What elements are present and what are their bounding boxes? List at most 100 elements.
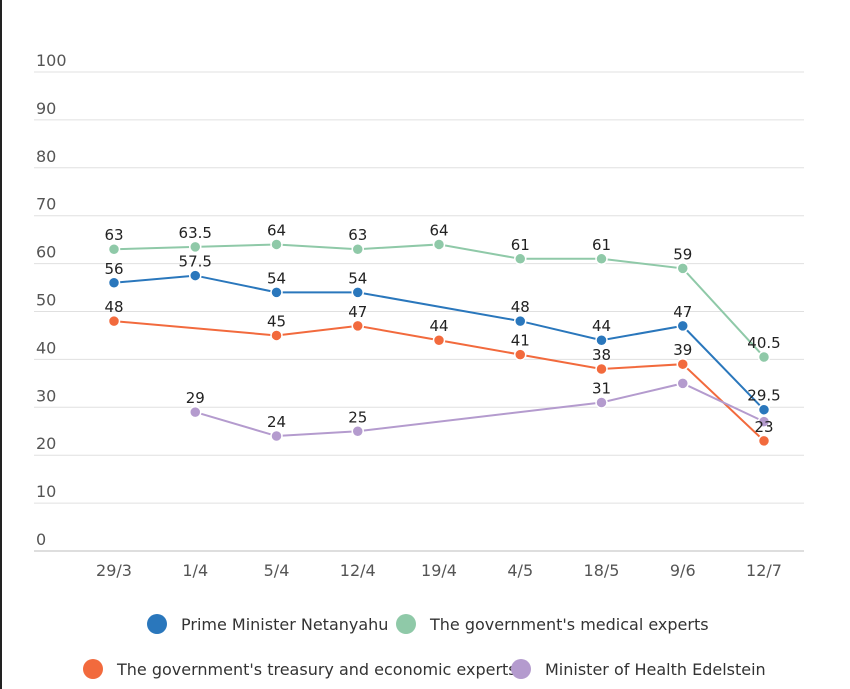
series-points (107, 238, 771, 448)
data-point[interactable] (432, 238, 446, 251)
x-tick-label: 18/5 (584, 561, 620, 580)
data-label: 38 (592, 346, 611, 364)
data-label: 64 (429, 221, 448, 239)
grid-lines (34, 71, 804, 552)
data-label: 59 (673, 245, 692, 263)
data-label: 48 (104, 298, 123, 316)
data-label: 63 (348, 226, 367, 244)
legend-label-edelstein: Minister of Health Edelstein (545, 659, 766, 679)
legend-swatch-medical-experts (396, 614, 416, 634)
series-line-2 (113, 320, 765, 442)
legend-item-edelstein[interactable]: Minister of Health Edelstein (511, 659, 766, 679)
legend-label-netanyahu: Prime Minister Netanyahu (181, 614, 389, 634)
data-label: 54 (348, 269, 367, 287)
legend-item-treasury-experts[interactable]: The government's treasury and economic e… (83, 659, 517, 679)
data-point[interactable] (351, 319, 364, 333)
data-point[interactable] (676, 377, 689, 390)
data-point[interactable] (270, 429, 283, 443)
data-point[interactable] (595, 396, 608, 409)
data-label: 31 (592, 380, 611, 398)
x-tick-label: 19/4 (421, 561, 457, 580)
data-point[interactable] (189, 240, 202, 254)
data-point[interactable] (270, 286, 283, 299)
legend-label-medical-experts: The government's medical experts (430, 614, 709, 634)
legend-item-netanyahu[interactable]: Prime Minister Netanyahu (147, 614, 388, 634)
y-tick-label: 30 (36, 386, 56, 405)
x-tick-label: 1/4 (182, 561, 208, 580)
data-label: 48 (511, 298, 530, 316)
legend-swatch-netanyahu (147, 614, 167, 634)
data-label: 64 (267, 221, 286, 239)
series-line-3 (194, 382, 765, 438)
x-tick-label: 29/3 (96, 561, 132, 580)
data-point[interactable] (514, 348, 527, 361)
x-tick-label: 12/4 (340, 561, 376, 580)
data-label: 45 (267, 312, 286, 330)
legend-label-treasury-experts: The government's treasury and economic e… (117, 659, 517, 679)
data-label: 24 (267, 413, 286, 431)
y-tick-label: 50 (36, 291, 56, 310)
data-point[interactable] (432, 333, 446, 347)
data-label: 61 (511, 236, 530, 254)
data-point[interactable] (270, 238, 283, 251)
data-point[interactable] (107, 242, 121, 256)
series-line-0 (113, 274, 765, 411)
data-label: 44 (429, 317, 448, 335)
y-tick-label: 40 (36, 338, 56, 357)
data-point[interactable] (189, 269, 202, 282)
line-chart: 0 10 20 30 40 50 60 70 80 90 100 29/3 1/4 5/4 12/4 19/… (34, 51, 804, 580)
data-point[interactable] (757, 415, 771, 428)
x-tick-label: 12/7 (746, 561, 782, 580)
data-label: 40.5 (747, 334, 780, 352)
legend-swatch-edelstein (511, 659, 531, 679)
data-point[interactable] (107, 314, 121, 328)
data-label: 44 (592, 317, 611, 335)
data-label: 57.5 (179, 253, 212, 271)
data-labels: 56 57.5 54 54 48 44 47 29.5 63 63.5 64 63 64 61 61 59 40… (104, 221, 780, 435)
y-tick-label: 90 (36, 99, 56, 118)
data-point[interactable] (757, 403, 771, 416)
data-label: 39 (673, 341, 692, 359)
y-tick-label: 0 (36, 530, 46, 549)
data-point[interactable] (351, 242, 364, 256)
data-point[interactable] (676, 262, 689, 275)
data-point[interactable] (189, 405, 202, 419)
y-tick-label: 80 (36, 147, 56, 166)
data-label: 63 (104, 226, 123, 244)
data-label: 47 (673, 303, 692, 321)
data-label: 25 (348, 408, 367, 426)
y-tick-label: 10 (36, 482, 56, 501)
x-axis-ticks: 29/3 1/4 5/4 12/4 19/4 4/5 18/5 9/6 12/7 (96, 561, 782, 580)
data-label: 63.5 (179, 224, 212, 242)
data-label: 23 (754, 418, 773, 436)
data-point[interactable] (351, 286, 364, 299)
x-tick-label: 5/4 (264, 561, 290, 580)
y-tick-label: 70 (36, 195, 56, 214)
y-tick-label: 60 (36, 243, 56, 262)
data-label: 41 (511, 332, 530, 350)
data-label: 29.5 (747, 387, 780, 405)
legend-swatch-treasury-experts (83, 659, 103, 679)
y-axis-ticks: 0 10 20 30 40 50 60 70 80 90 100 (36, 51, 67, 549)
data-point[interactable] (757, 350, 771, 364)
data-point[interactable] (676, 357, 689, 371)
data-point[interactable] (595, 252, 608, 266)
y-tick-label: 100 (36, 51, 67, 70)
data-point[interactable] (514, 252, 527, 266)
data-point[interactable] (595, 362, 608, 376)
data-point[interactable] (107, 276, 121, 290)
data-label: 54 (267, 269, 286, 287)
y-tick-label: 20 (36, 434, 56, 453)
data-point[interactable] (595, 333, 608, 347)
data-point[interactable] (757, 434, 771, 448)
data-label: 56 (104, 260, 123, 278)
legend-item-medical-experts[interactable]: The government's medical experts (396, 614, 709, 634)
data-point[interactable] (676, 319, 689, 333)
data-label: 47 (348, 303, 367, 321)
data-point[interactable] (351, 425, 364, 438)
x-tick-label: 4/5 (507, 561, 533, 580)
data-point[interactable] (514, 314, 527, 328)
data-label: 61 (592, 236, 611, 254)
data-point[interactable] (270, 329, 283, 342)
